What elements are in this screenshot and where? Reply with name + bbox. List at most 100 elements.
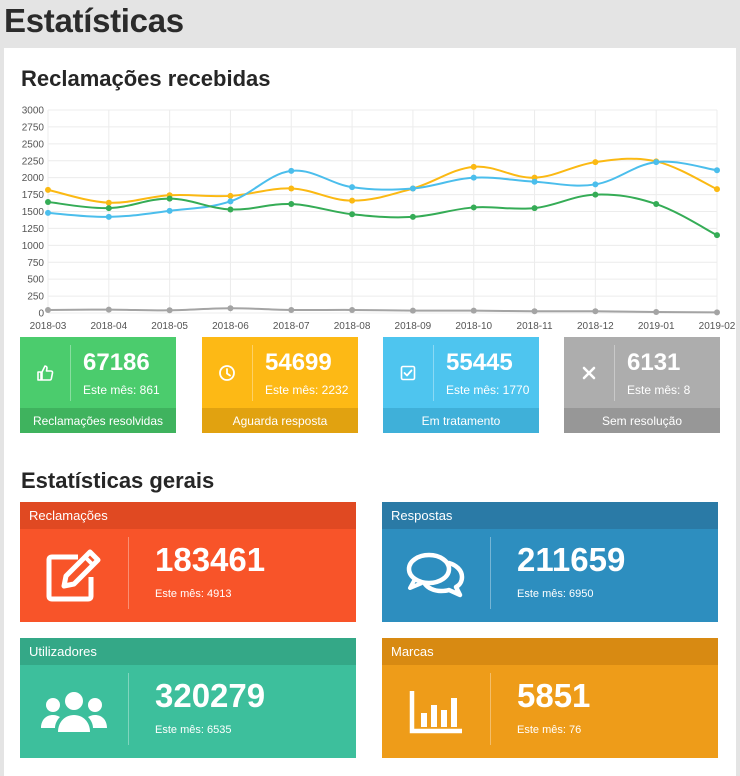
y-tick-label: 1500	[22, 207, 45, 218]
y-tick-label: 1750	[22, 190, 45, 201]
series-point	[288, 167, 295, 174]
series-line-1	[47, 160, 718, 218]
x-tick-label: 2018-11	[517, 321, 553, 332]
general-card-body: 320279 Este mês: 6535	[20, 665, 356, 758]
series-point	[653, 159, 660, 166]
stat-card-awaiting[interactable]: 54699 Este mês: 2232 Aguarda resposta	[202, 337, 358, 433]
general-value: 320279	[155, 677, 266, 714]
series-point	[45, 209, 51, 216]
stat-card-top: 67186 Este mês: 861	[20, 337, 176, 408]
series-point	[349, 306, 356, 313]
series-point	[592, 181, 599, 188]
series-point	[470, 174, 477, 181]
series-point	[227, 192, 234, 199]
y-tick-label: 500	[27, 275, 44, 286]
series-point	[592, 159, 599, 166]
stat-value: 55445	[446, 349, 513, 376]
y-tick-label: 1250	[22, 224, 45, 235]
general-card-body: 211659 Este mês: 6950	[382, 529, 718, 622]
series-point	[349, 197, 356, 204]
general-card-brands[interactable]: Marcas 5851 Este mês: 76	[382, 638, 718, 758]
x-tick-label: 2018-12	[577, 321, 614, 332]
y-tick-label: 250	[27, 292, 44, 303]
edit-icon	[20, 529, 128, 622]
x-tick-label: 2018-06	[212, 321, 249, 332]
x-tick-label: 2019-02	[699, 321, 736, 332]
series-point	[470, 307, 477, 314]
divider	[614, 345, 615, 401]
stat-value: 6131	[627, 349, 681, 376]
stat-card-unresolved[interactable]: 6131 Este mês: 8 Sem resolução	[564, 337, 720, 433]
series-point	[227, 198, 234, 205]
divider	[252, 345, 253, 401]
series-line-3	[47, 307, 718, 314]
x-tick-label: 2018-07	[273, 321, 310, 332]
series-point	[409, 185, 416, 192]
divider	[70, 345, 71, 401]
y-tick-label: 3000	[22, 106, 45, 117]
stat-label: Aguarda resposta	[202, 408, 358, 433]
series-point	[470, 204, 477, 211]
general-card-responses[interactable]: Respostas 211659 Este mês: 6950	[382, 502, 718, 622]
x-tick-label: 2018-03	[30, 321, 67, 332]
general-value: 5851	[517, 677, 591, 714]
general-card-complaints[interactable]: Reclamações 183461 Este mês: 4913	[20, 502, 356, 622]
series-point	[45, 199, 51, 206]
x-tick-label: 2018-09	[395, 321, 432, 332]
series-point	[349, 184, 356, 191]
series-point	[409, 213, 416, 220]
stat-card-in-progress[interactable]: 55445 Este mês: 1770 Em tratamento	[383, 337, 539, 433]
y-tick-label: 2500	[22, 139, 45, 150]
series-point	[409, 307, 416, 314]
divider	[490, 537, 491, 609]
divider	[490, 673, 491, 745]
general-card-body: 183461 Este mês: 4913	[20, 529, 356, 622]
general-card-body: 5851 Este mês: 76	[382, 665, 718, 758]
series-point	[714, 186, 720, 193]
y-tick-label: 2750	[22, 122, 45, 133]
check-square-icon	[383, 337, 433, 408]
series-point	[531, 178, 538, 185]
stat-month: Este mês: 8	[627, 383, 691, 397]
stat-month: Este mês: 2232	[265, 383, 349, 397]
x-tick-label: 2018-04	[90, 321, 127, 332]
bar-chart-icon	[382, 665, 490, 758]
close-icon	[564, 337, 614, 408]
stat-card-resolved[interactable]: 67186 Este mês: 861 Reclamações resolvid…	[20, 337, 176, 433]
stat-label: Reclamações resolvidas	[20, 408, 176, 433]
series-point	[531, 205, 538, 212]
series-point	[45, 306, 51, 313]
series-point	[470, 163, 477, 170]
thumbs-up-icon	[20, 337, 70, 408]
series-point	[714, 309, 720, 316]
x-tick-label: 2018-05	[151, 321, 188, 332]
series-point	[105, 213, 112, 220]
series-point	[653, 201, 660, 208]
series-line-2	[47, 193, 718, 237]
stat-month: Este mês: 1770	[446, 383, 530, 397]
stat-card-top: 55445 Este mês: 1770	[383, 337, 539, 408]
general-card-title: Respostas	[382, 502, 718, 529]
y-tick-label: 2000	[22, 173, 45, 184]
stat-month: Este mês: 861	[83, 383, 160, 397]
general-card-users[interactable]: Utilizadores 320279 Este mês: 6535	[20, 638, 356, 758]
users-icon	[20, 665, 128, 758]
series-point	[227, 206, 234, 213]
series-point	[45, 186, 51, 193]
clock-icon	[202, 337, 252, 408]
general-value: 183461	[155, 541, 266, 578]
complaints-line-chart: 0 250 500 750 1000 1250 1500 1750 2000 2250 2500 27…	[4, 48, 736, 343]
series-point	[166, 207, 173, 214]
general-month: Este mês: 4913	[155, 588, 232, 600]
content-panel: Reclamações recebidas 0 250 500 750 1000 1250…	[4, 48, 736, 776]
series-point	[592, 191, 599, 198]
series-point	[166, 307, 173, 314]
section-title-complaints-received: Reclamações recebidas	[21, 66, 271, 91]
general-month: Este mês: 6535	[155, 724, 232, 736]
comments-icon	[382, 529, 490, 622]
series-point	[288, 185, 295, 192]
general-card-title: Reclamações	[20, 502, 356, 529]
series-point	[166, 195, 173, 202]
y-tick-label: 0	[38, 309, 44, 320]
y-tick-label: 2250	[22, 156, 45, 167]
